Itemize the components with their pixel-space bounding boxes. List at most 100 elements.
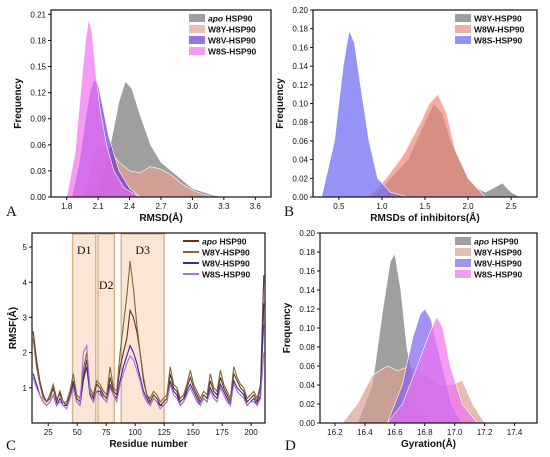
x-tick-label: 175	[215, 428, 229, 437]
legend-entry-name: W8Y-HSP90	[474, 14, 522, 24]
y-tick-label: 0.03	[30, 167, 46, 176]
y-tick-label: 0.00	[292, 193, 308, 202]
legend-entry-name: W8S-HSP90	[202, 270, 250, 280]
x-tick-label: 3.3	[218, 202, 230, 211]
legend-entry: W8S-HSP90	[474, 36, 522, 46]
x-tick-label: 17.0	[447, 428, 463, 437]
y-tick-label: 0.08	[299, 343, 315, 352]
y-tick-label: 0.09	[30, 115, 46, 124]
x-tick-label: 2.0	[463, 202, 475, 211]
legend-entry-prefix: apo	[208, 14, 223, 24]
legend-entry: W8Y-HSP90	[474, 14, 522, 24]
series-area-3	[66, 18, 142, 198]
y-tick-label: 0.14	[299, 286, 315, 295]
x-axis-label: RMSD(Å)	[139, 211, 182, 224]
x-tick-label: 3.6	[250, 202, 262, 211]
y-tick-label: 3	[23, 313, 28, 322]
y-tick-label: 0.12	[30, 89, 46, 98]
legend-entry: W8W-HSP90	[474, 25, 525, 35]
x-tick-label: 100	[128, 428, 142, 437]
x-tick-label: 0.5	[333, 202, 345, 211]
region-label: D1	[77, 243, 92, 257]
panel-d: 16.2 16.4 16.6 16.8 17.0 17.2 17.4 0.00 0.02 0.04…	[282, 229, 538, 454]
y-tick-label: 0.18	[299, 248, 315, 257]
legend-entry-name: W8Y-HSP90	[474, 248, 522, 258]
legend-entry: W8V-HSP90	[208, 36, 256, 46]
y-tick-label: 0.10	[299, 324, 315, 333]
y-tick-label: 0.04	[299, 381, 315, 390]
series-area-1	[368, 93, 486, 198]
legend-entry: W8V-HSP90	[474, 259, 522, 269]
x-axis-label: Gyration(Å)	[401, 437, 456, 450]
y-tick-label: 0.21	[30, 10, 46, 19]
legend-swatch	[455, 248, 471, 256]
x-tick-label: 3.0	[187, 202, 199, 211]
x-tick-label: 16.2	[327, 428, 343, 437]
y-tick-label: 0.14	[292, 62, 308, 71]
legend-swatch	[189, 14, 205, 22]
y-axis-label: Frequency	[275, 78, 286, 129]
panel-letter: C	[6, 438, 16, 454]
panel-letter: A	[6, 204, 17, 220]
legend-entry: apo HSP90	[474, 237, 519, 247]
legend-swatch	[455, 259, 471, 267]
legend-entry: W8S-HSP90	[474, 270, 522, 280]
series-line-1	[32, 261, 265, 403]
legend-entry-name: W8W-HSP90	[474, 25, 525, 35]
x-tick-label: 25	[44, 428, 53, 437]
x-tick-label: 75	[102, 428, 111, 437]
y-tick-label: 0.00	[299, 419, 315, 428]
y-tick-label: 0.02	[292, 174, 308, 183]
legend-entry-name: HSP90	[223, 14, 253, 24]
x-tick-label: 1.0	[376, 202, 388, 211]
panel-b: 0.5 1.0 1.5 2.0 2.5 0.00 0.02 0.04 0.06 0.08 0.10 0…	[275, 6, 538, 224]
legend-entry-name: W8V-HSP90	[208, 36, 256, 46]
x-tick-label: 125	[157, 428, 171, 437]
y-tick-label: 0.18	[30, 36, 46, 45]
x-tick-label: 1.5	[419, 202, 431, 211]
y-axis-label: Frequency	[13, 78, 24, 129]
legend-entry-prefix: apo	[474, 237, 489, 247]
y-tick-label: 0.00	[30, 193, 46, 202]
series-area-3	[386, 315, 478, 424]
y-tick-label: 0.06	[299, 362, 315, 371]
legend-entry-name: W8Y-HSP90	[208, 25, 256, 35]
x-axis-label: Residue number	[109, 439, 187, 450]
y-axis-label: RMSF(Å)	[6, 307, 19, 349]
panel-letter: D	[285, 438, 296, 454]
legend-entry: W8Y-HSP90	[474, 248, 522, 258]
x-tick-label: 17.4	[507, 428, 523, 437]
legend-entry-name: W8V-HSP90	[474, 259, 522, 269]
legend-entry: W8Y-HSP90	[208, 25, 256, 35]
y-tick-label: 0.15	[30, 63, 46, 72]
legend-entry: W8S-HSP90	[202, 270, 250, 280]
y-tick-label: 0.16	[299, 267, 315, 276]
legend-entry-name: W8V-HSP90	[202, 259, 250, 269]
panel-c: 25 50 75 100 125 150 175 200 1 2 3 4 5 Residue number…	[6, 232, 266, 454]
x-tick-label: 50	[73, 428, 82, 437]
x-tick-label: 16.4	[357, 428, 373, 437]
legend-swatch	[455, 14, 471, 22]
x-tick-label: 200	[244, 428, 258, 437]
legend-swatch	[189, 47, 205, 55]
legend-entry-name: HSP90	[217, 237, 247, 247]
region-label: D3	[135, 243, 150, 257]
x-tick-label: 17.2	[477, 428, 493, 437]
panel-a: 1.8 2.1 2.4 2.7 3.0 3.3 3.6 0.00 0.03 0.06 0.09 0.1…	[6, 9, 272, 224]
legend-swatch	[455, 237, 471, 245]
legend-swatch	[455, 36, 471, 44]
y-tick-label: 0.08	[292, 118, 308, 127]
y-tick-label: 1	[23, 384, 28, 393]
y-tick-label: 0.12	[292, 81, 308, 90]
y-tick-label: 0.16	[292, 43, 308, 52]
legend-entry: W8S-HSP90	[208, 47, 256, 57]
y-tick-label: 5	[23, 243, 28, 252]
x-tick-label: 2.5	[506, 202, 518, 211]
legend-entry: apo HSP90	[208, 14, 253, 24]
x-axis-label: RMSDs of inhibitors(Å)	[370, 211, 479, 224]
legend-entry-name: W8S-HSP90	[474, 36, 522, 46]
region-label: D2	[99, 278, 114, 292]
y-tick-label: 0.10	[292, 100, 308, 109]
y-tick-label: 0.06	[292, 137, 308, 146]
legend-swatch	[455, 270, 471, 278]
